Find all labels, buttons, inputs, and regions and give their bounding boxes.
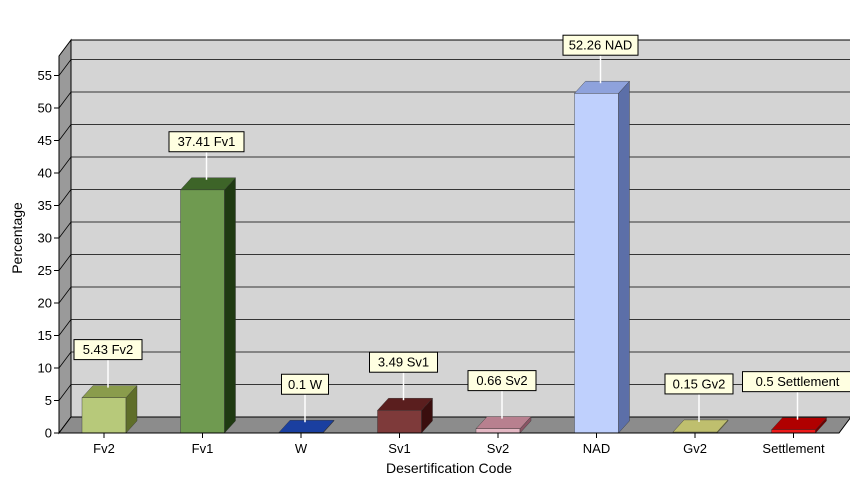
bar-front bbox=[475, 428, 521, 434]
data-label-box bbox=[664, 373, 734, 395]
gridline-side bbox=[58, 384, 72, 401]
y-axis: 0 5 10 15 20 25 30 35 40 45 50 55 bbox=[38, 56, 60, 441]
x-tick-label: Sv2 bbox=[487, 441, 509, 456]
y-tick-label: 50 bbox=[38, 101, 52, 116]
gridline-side bbox=[58, 351, 72, 369]
floor-plane bbox=[58, 416, 850, 434]
bar-top bbox=[574, 81, 630, 94]
gridline-side bbox=[58, 189, 72, 206]
data-label: 0.66 Sv2 bbox=[476, 373, 527, 388]
data-label: 0.15 Gv2 bbox=[673, 376, 726, 391]
data-label-box bbox=[73, 339, 143, 361]
x-tick-label: Fv1 bbox=[192, 441, 214, 456]
chart-floor bbox=[58, 416, 850, 434]
bar bbox=[180, 177, 236, 434]
bar bbox=[278, 419, 335, 434]
bar-side bbox=[618, 80, 630, 434]
x-tick-label: Settlement bbox=[762, 441, 825, 456]
bar bbox=[574, 80, 630, 434]
data-label: 0.1 W bbox=[288, 377, 323, 392]
data-label: 52.26 NAD bbox=[569, 38, 633, 53]
x-tick-label: NAD bbox=[583, 441, 610, 456]
bar-top bbox=[278, 420, 335, 433]
bar-top bbox=[81, 385, 138, 398]
bar-side bbox=[224, 177, 236, 434]
x-tick-label: W bbox=[295, 441, 308, 456]
bar bbox=[377, 397, 433, 434]
x-tick-label: Gv2 bbox=[683, 441, 707, 456]
data-label-box bbox=[281, 373, 329, 395]
bar-top bbox=[771, 417, 827, 430]
gridline-side bbox=[58, 124, 72, 141]
x-axis-title: Desertification Code bbox=[386, 460, 512, 476]
data-label-box bbox=[168, 131, 245, 153]
data-label-box bbox=[369, 351, 438, 373]
gridline-side bbox=[58, 254, 72, 271]
data-label: 5.43 Fv2 bbox=[83, 342, 134, 357]
y-axis-title: Percentage bbox=[9, 202, 25, 274]
y-tick-label: 20 bbox=[38, 296, 52, 311]
y-tick-label: 40 bbox=[38, 166, 52, 181]
gridline-side bbox=[58, 286, 72, 304]
bar-front bbox=[180, 189, 225, 434]
bars bbox=[81, 80, 827, 434]
side-wall bbox=[58, 38, 72, 435]
data-label-box bbox=[467, 370, 537, 392]
y-tick-label: 5 bbox=[45, 393, 52, 408]
data-labels: 5.43 Fv2 37.41 Fv1 0.1 W 3.49 Sv1 0.66 Sv2 52… bbox=[73, 34, 850, 423]
data-label: 0.5 Settlement bbox=[756, 374, 840, 389]
y-tick-label: 10 bbox=[38, 361, 52, 376]
data-label-box bbox=[742, 371, 850, 393]
data-label-box bbox=[562, 34, 639, 56]
x-axis: Fv2 Fv1 W Sv1 Sv2 NAD Gv2 Settlement bbox=[59, 432, 839, 456]
y-tick-label: 0 bbox=[45, 426, 52, 441]
bar-front bbox=[574, 93, 619, 434]
bar-top bbox=[475, 416, 532, 429]
bar-top bbox=[672, 419, 729, 433]
y-tick-label: 55 bbox=[38, 68, 52, 83]
bar bbox=[771, 417, 827, 434]
data-label: 37.41 Fv1 bbox=[178, 134, 236, 149]
gridline-side bbox=[58, 319, 72, 336]
y-tick-label: 35 bbox=[38, 198, 52, 213]
bar-front bbox=[377, 410, 422, 434]
y-tick-label: 45 bbox=[38, 133, 52, 148]
bar bbox=[81, 385, 138, 434]
y-tick-label: 15 bbox=[38, 328, 52, 343]
gridline-side bbox=[58, 59, 72, 76]
gridline-side bbox=[58, 221, 72, 239]
chart-walls bbox=[58, 38, 850, 435]
bar-top bbox=[180, 177, 236, 191]
gridline-side bbox=[58, 156, 72, 174]
y-tick-label: 30 bbox=[38, 231, 52, 246]
bar-top bbox=[377, 398, 433, 411]
x-tick-label: Sv1 bbox=[388, 441, 410, 456]
gridline-side bbox=[58, 91, 72, 109]
bar-front bbox=[81, 397, 127, 434]
data-label: 3.49 Sv1 bbox=[378, 355, 429, 370]
x-tick-label: Fv2 bbox=[93, 441, 115, 456]
y-tick-label: 25 bbox=[38, 263, 52, 278]
